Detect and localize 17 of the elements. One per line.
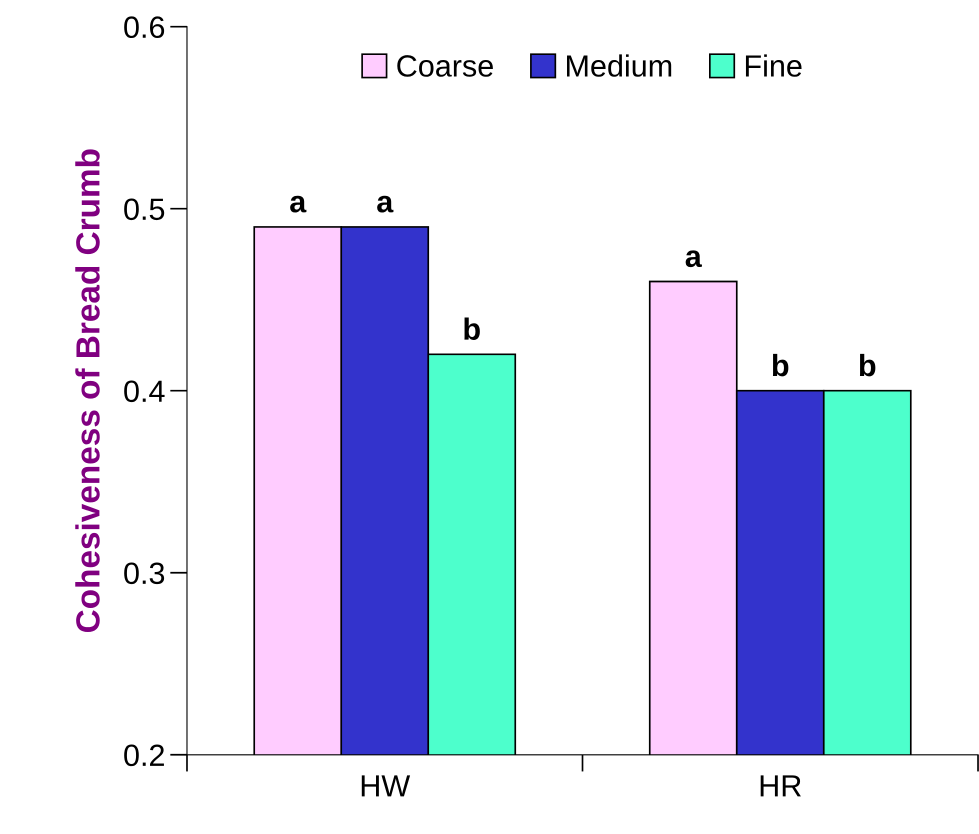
y-tick-label: 0.2 — [124, 744, 164, 766]
y-tick-label: 0.3 — [124, 562, 164, 584]
y-axis-title: Cohesiveness of Bread Crumb — [75, 149, 100, 632]
data-label: a — [290, 196, 306, 213]
x-tick-label: HR — [760, 775, 801, 796]
x-tick-label: HW — [362, 775, 410, 796]
data-label: b — [772, 354, 788, 376]
data-label: a — [686, 250, 702, 268]
y-tick-label: 0.5 — [124, 198, 164, 220]
legend-label: Medium — [567, 54, 672, 77]
y-tick-label: 0.6 — [124, 16, 164, 38]
y-tick-label: 0.4 — [124, 380, 165, 402]
data-label: b — [860, 354, 876, 376]
data-label: a — [377, 196, 394, 213]
legend-label: Fine — [746, 54, 802, 77]
data-label: b — [464, 318, 480, 340]
legend-label: Coarse — [397, 55, 493, 77]
